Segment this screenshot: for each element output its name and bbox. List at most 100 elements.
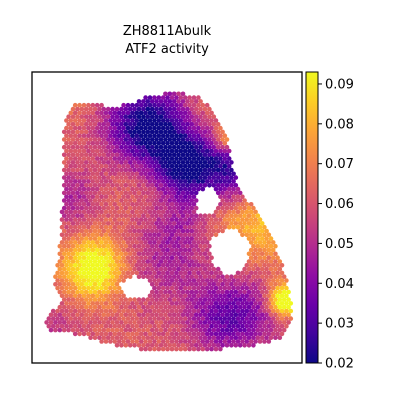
spot — [149, 183, 155, 188]
spot — [92, 228, 98, 234]
spot — [266, 270, 272, 276]
spot — [154, 335, 159, 341]
spot — [204, 285, 210, 291]
spot — [213, 232, 219, 238]
spot — [105, 167, 111, 173]
spot — [119, 205, 124, 211]
spot — [123, 312, 129, 318]
spot — [169, 133, 175, 138]
spot — [207, 312, 212, 318]
spot — [92, 129, 98, 135]
spot — [226, 148, 232, 154]
spot — [213, 163, 219, 169]
spot — [215, 343, 221, 348]
spot — [92, 289, 98, 295]
spot — [132, 228, 137, 234]
spot — [240, 285, 245, 291]
spot — [171, 259, 177, 264]
spot — [141, 129, 146, 135]
spot — [185, 304, 190, 310]
spot — [165, 102, 170, 108]
spot — [103, 278, 109, 283]
spot — [156, 110, 162, 116]
spot — [273, 297, 278, 302]
spot — [180, 228, 186, 234]
spot — [72, 179, 78, 184]
spot — [136, 198, 142, 203]
spot — [158, 327, 164, 333]
spot — [81, 217, 87, 222]
spot — [99, 148, 104, 154]
spot — [215, 282, 221, 287]
spot — [90, 293, 96, 299]
spot — [191, 217, 197, 222]
spot-layer — [44, 91, 294, 352]
spot — [77, 301, 82, 306]
spot — [46, 316, 52, 321]
spot — [246, 297, 252, 302]
spot — [121, 316, 126, 321]
spot — [279, 331, 285, 337]
spot — [55, 323, 60, 329]
spot — [167, 282, 173, 287]
spot — [70, 129, 76, 135]
spot — [92, 236, 98, 241]
spot — [270, 255, 276, 260]
spot — [138, 270, 144, 276]
spot — [59, 240, 65, 245]
spot — [127, 205, 133, 211]
spot — [130, 156, 135, 161]
spot — [204, 339, 210, 344]
spot — [189, 106, 195, 112]
spot — [66, 183, 71, 188]
spot — [253, 316, 258, 321]
spot — [55, 285, 60, 291]
spot — [101, 327, 107, 333]
spot — [64, 255, 69, 260]
spot — [185, 99, 190, 104]
spot — [213, 278, 219, 283]
spot — [152, 118, 157, 123]
spot — [103, 316, 109, 321]
spot — [273, 335, 278, 341]
spot — [251, 304, 256, 310]
spot — [75, 190, 80, 196]
spot — [97, 327, 102, 333]
spot — [68, 323, 74, 329]
spot — [255, 266, 261, 272]
spot — [207, 221, 212, 226]
spot — [222, 163, 228, 169]
spot — [268, 304, 274, 310]
spot — [145, 137, 151, 142]
spot — [154, 137, 159, 142]
spot — [229, 167, 234, 173]
spot — [242, 228, 247, 234]
spot — [90, 125, 96, 131]
spot — [253, 247, 258, 253]
spot — [114, 243, 120, 249]
spot — [103, 194, 109, 199]
spot — [222, 133, 228, 138]
spot — [233, 327, 239, 333]
spot — [75, 114, 80, 119]
spot — [152, 301, 157, 306]
spot — [92, 114, 98, 119]
spot — [147, 339, 153, 344]
spot — [127, 190, 133, 196]
spot — [79, 160, 85, 165]
spot — [138, 346, 144, 352]
spot — [132, 190, 137, 196]
spot — [211, 213, 217, 218]
spot — [81, 202, 87, 207]
spot — [110, 266, 115, 272]
spot — [70, 266, 76, 272]
spot — [255, 282, 261, 287]
spot — [77, 247, 82, 253]
spot — [134, 186, 140, 192]
spot — [132, 122, 137, 127]
spot — [110, 243, 115, 249]
spot — [209, 110, 214, 116]
spot — [145, 320, 151, 325]
spot — [200, 339, 206, 344]
spot — [156, 331, 162, 337]
